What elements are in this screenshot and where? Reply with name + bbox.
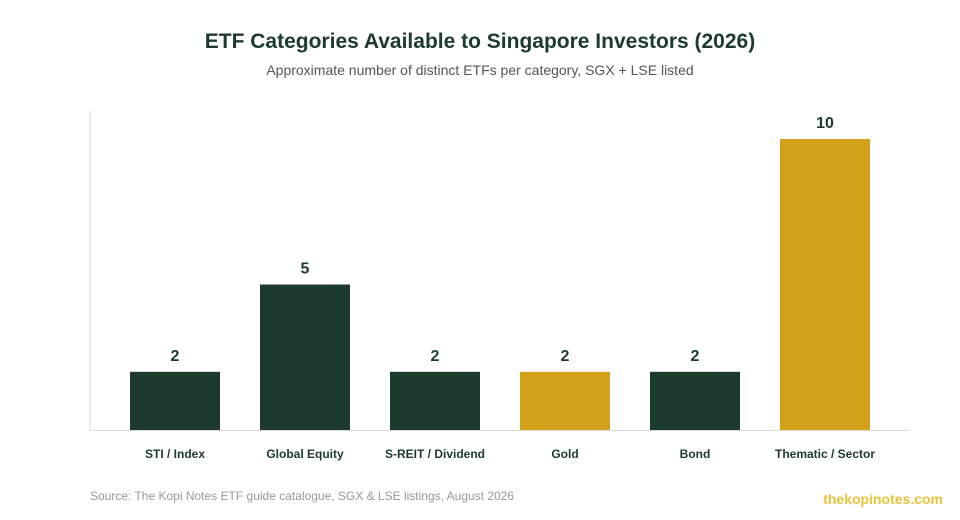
bar-2 — [390, 371, 480, 430]
value-label-5: 10 — [816, 115, 834, 132]
bar-3 — [520, 371, 610, 430]
category-label-4: Bond — [680, 447, 711, 461]
bar-5 — [780, 139, 870, 430]
chart-subtitle: Approximate number of distinct ETFs per … — [266, 62, 694, 78]
category-label-2: S-REIT / Dividend — [385, 447, 485, 461]
category-label-1: Global Equity — [266, 447, 344, 461]
value-label-1: 5 — [301, 261, 310, 278]
value-label-4: 2 — [691, 348, 700, 365]
bar-0 — [130, 371, 220, 430]
category-label-0: STI / Index — [145, 447, 205, 461]
value-label-3: 2 — [561, 348, 570, 365]
value-label-2: 2 — [431, 348, 440, 365]
value-label-0: 2 — [171, 348, 180, 365]
bars-group — [130, 139, 870, 430]
bar-4 — [650, 371, 740, 430]
category-labels-group: STI / Index Global Equity S-REIT / Dividen… — [145, 447, 875, 461]
value-labels-group: 2 5 2 2 2 10 — [171, 115, 834, 365]
category-label-3: Gold — [551, 447, 578, 461]
bar-1 — [260, 284, 350, 430]
chart-title: ETF Categories Available to Singapore In… — [204, 30, 756, 53]
brand-link[interactable]: thekopinotes.com — [823, 491, 943, 507]
source-note: Source: The Kopi Notes ETF guide catalog… — [90, 489, 515, 503]
category-label-5: Thematic / Sector — [775, 447, 875, 461]
